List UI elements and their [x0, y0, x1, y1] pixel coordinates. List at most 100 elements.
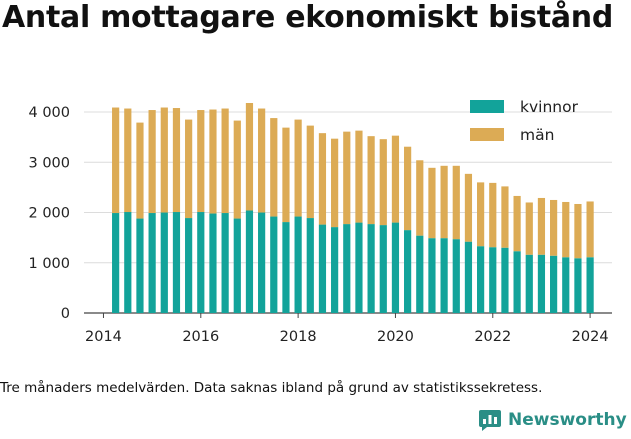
- bar-man: [343, 131, 351, 225]
- x-tick-label: 2016: [182, 329, 219, 345]
- bar-kvinnor: [294, 216, 302, 313]
- x-tick-label: 2020: [377, 329, 414, 345]
- bar-kvinnor: [160, 212, 168, 313]
- bar-man: [513, 195, 521, 252]
- bar-man: [379, 139, 387, 226]
- bar-kvinnor: [209, 213, 217, 313]
- bar-kvinnor: [428, 238, 436, 313]
- bar-kvinnor: [550, 255, 558, 313]
- bar-man: [209, 109, 217, 214]
- bar-man: [282, 127, 290, 223]
- bar-kvinnor: [331, 227, 339, 313]
- bar-kvinnor: [391, 222, 400, 313]
- newsworthy-logo-icon: [479, 410, 501, 431]
- bar-man: [391, 135, 400, 223]
- bar-man: [367, 136, 375, 225]
- bar-kvinnor: [464, 241, 473, 313]
- bar-man: [233, 120, 241, 219]
- bar-kvinnor: [258, 212, 266, 313]
- bar-man: [160, 107, 168, 213]
- bar-man: [477, 182, 485, 247]
- bar-kvinnor: [489, 247, 497, 313]
- bar-kvinnor: [124, 212, 132, 313]
- bar-kvinnor: [355, 222, 363, 313]
- chart-title: Antal mottagare ekonomiskt bistånd: [2, 0, 614, 35]
- y-tick-label: 0: [61, 306, 70, 322]
- bar-man: [464, 173, 473, 242]
- bar-man: [245, 103, 254, 211]
- bar-kvinnor: [501, 247, 509, 313]
- y-tick-label: 3 000: [28, 155, 70, 171]
- bar-kvinnor: [245, 210, 254, 313]
- bar-kvinnor: [440, 238, 448, 313]
- bar-man: [525, 202, 533, 255]
- bar-kvinnor: [148, 213, 156, 313]
- bar-man: [416, 160, 424, 236]
- bar-man: [172, 108, 181, 213]
- bar-kvinnor: [525, 254, 533, 313]
- legend-swatch-man: [470, 128, 504, 141]
- bar-kvinnor: [477, 246, 485, 313]
- x-tick-label: 2022: [474, 329, 511, 345]
- bar-man: [306, 125, 314, 219]
- bar-man: [574, 203, 582, 259]
- bar-man: [428, 167, 436, 239]
- bar-kvinnor: [233, 218, 241, 313]
- bar-man: [258, 108, 266, 213]
- bar-man: [501, 186, 509, 248]
- bar-kvinnor: [343, 224, 351, 313]
- bar-kvinnor: [112, 213, 120, 313]
- bar-kvinnor: [136, 218, 144, 313]
- bar-kvinnor: [416, 235, 424, 313]
- y-tick-label: 2 000: [28, 206, 70, 222]
- bar-man: [124, 108, 132, 213]
- chart-caption: Tre månaders medelvärden. Data saknas ib…: [0, 380, 543, 396]
- bar-man: [221, 108, 229, 214]
- bar-man: [148, 110, 156, 214]
- brand-logo: Newsworthy: [478, 408, 627, 432]
- bar-man: [331, 138, 339, 228]
- bar-man: [270, 118, 278, 217]
- bar-man: [550, 199, 558, 256]
- bar-kvinnor: [379, 225, 387, 313]
- bar-kvinnor: [221, 213, 229, 313]
- bar-man: [318, 133, 327, 225]
- bar-man: [586, 201, 594, 258]
- bar-man: [112, 107, 120, 214]
- chart-area: 0 1 000 2 000 3 000 4 000 2014 2016 2018 2020 202…: [28, 98, 612, 345]
- legend-label-man: män: [520, 126, 554, 144]
- bar-man: [562, 201, 570, 258]
- legend-swatch-kvinnor: [470, 100, 504, 113]
- bar-man: [489, 182, 497, 248]
- bar-kvinnor: [562, 257, 570, 313]
- bar-kvinnor: [404, 230, 412, 313]
- brand-name: Newsworthy: [508, 410, 627, 430]
- bar-man: [537, 197, 546, 255]
- bar-kvinnor: [172, 212, 181, 313]
- bar-kvinnor: [197, 212, 205, 313]
- bar-man: [136, 122, 144, 219]
- legend-label-kvinnor: kvinnor: [520, 98, 579, 116]
- bar-kvinnor: [586, 257, 594, 313]
- bar-kvinnor: [367, 224, 375, 313]
- bar-kvinnor: [306, 218, 314, 313]
- y-tick-label: 1 000: [28, 256, 70, 272]
- bar-man: [452, 165, 460, 240]
- bar-kvinnor: [537, 254, 546, 313]
- bar-kvinnor: [574, 258, 582, 313]
- bar-man: [185, 119, 193, 219]
- bar-man: [404, 146, 412, 231]
- x-tick-label: 2014: [85, 329, 122, 345]
- bar-kvinnor: [452, 239, 460, 313]
- bar-kvinnor: [513, 251, 521, 313]
- y-tick-label: 4 000: [28, 105, 70, 121]
- bar-kvinnor: [282, 222, 290, 313]
- bar-kvinnor: [185, 218, 193, 313]
- bar-man: [197, 110, 205, 213]
- bar-kvinnor: [270, 216, 278, 313]
- x-tick-label: 2024: [572, 329, 609, 345]
- x-tick-label: 2018: [280, 329, 317, 345]
- bar-man: [355, 130, 363, 223]
- bar-man: [440, 165, 448, 239]
- bar-kvinnor: [318, 224, 327, 313]
